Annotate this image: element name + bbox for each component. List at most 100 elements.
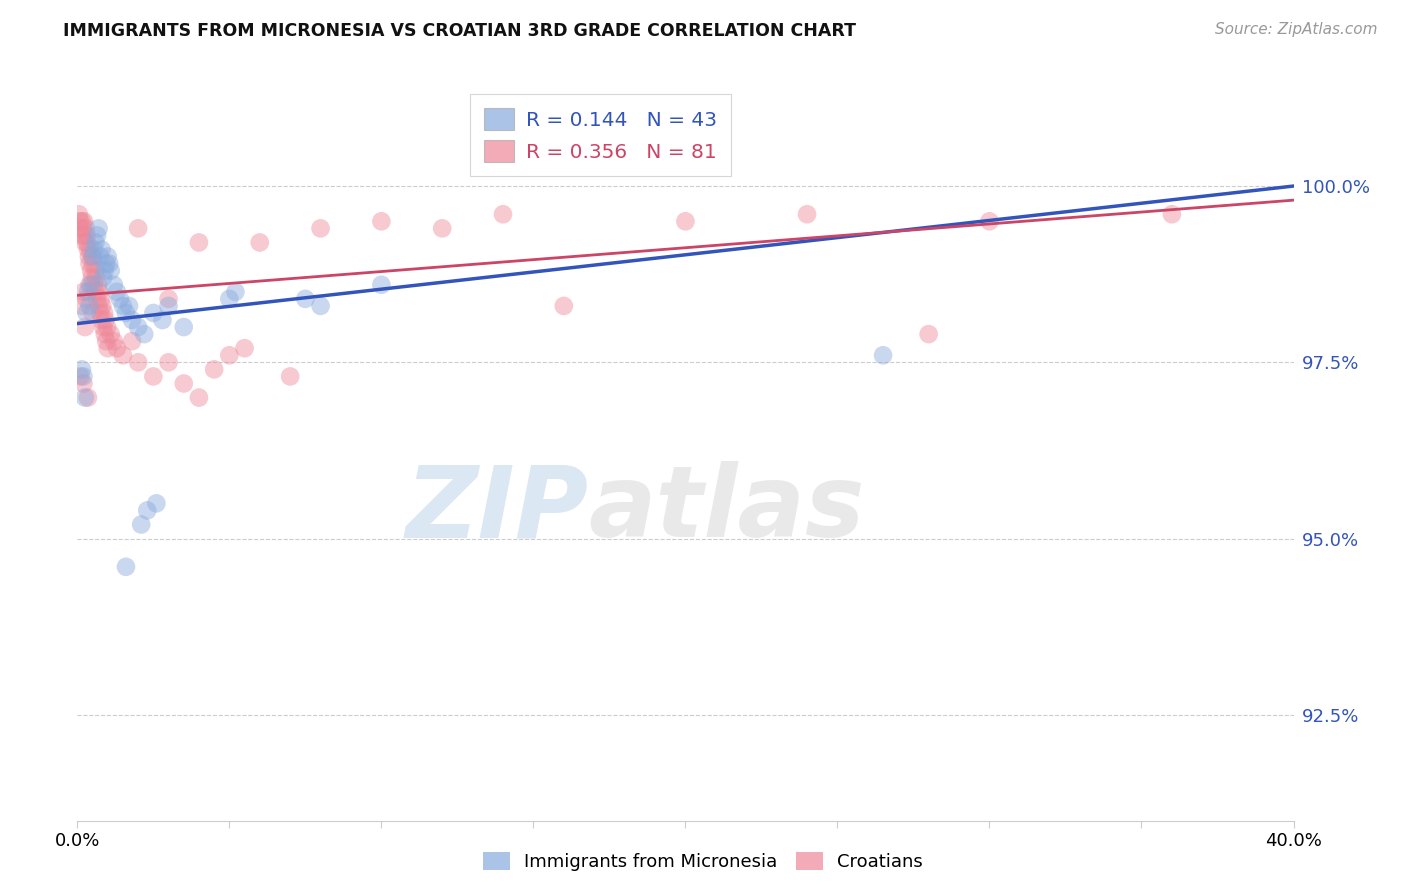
Point (73, 320, 96, 334)
Point (142, 306, 165, 320)
Point (152, 313, 174, 327)
Point (90, 292, 112, 306)
Point (82, 250, 104, 264)
Point (370, 277, 392, 292)
Point (145, 496, 167, 510)
Point (108, 292, 131, 306)
Point (188, 235, 211, 250)
Point (127, 221, 149, 235)
Point (129, 517, 152, 532)
Point (294, 292, 316, 306)
Legend: R = 0.144   N = 43, R = 0.356   N = 81: R = 0.144 N = 43, R = 0.356 N = 81 (470, 94, 731, 177)
Point (370, 214, 392, 228)
Point (134, 327, 156, 342)
Point (93, 327, 115, 342)
Point (121, 334, 143, 348)
Point (1161, 207, 1184, 221)
Point (82, 250, 104, 264)
Point (97, 341, 120, 355)
Point (80, 263, 103, 277)
Point (73, 214, 96, 228)
Point (233, 341, 256, 355)
Point (93, 306, 115, 320)
Point (103, 277, 125, 292)
Point (75, 292, 97, 306)
Point (75, 306, 97, 320)
Text: Source: ZipAtlas.com: Source: ZipAtlas.com (1215, 22, 1378, 37)
Point (218, 348, 240, 362)
Point (77, 391, 100, 405)
Point (89, 306, 111, 320)
Point (69, 214, 91, 228)
Point (111, 299, 134, 313)
Point (173, 320, 195, 334)
Point (77, 285, 100, 299)
Point (91, 299, 114, 313)
Point (84, 285, 107, 299)
Point (96, 257, 118, 271)
Point (278, 369, 301, 384)
Legend: Immigrants from Micronesia, Croatians: Immigrants from Micronesia, Croatians (475, 846, 931, 879)
Point (89, 250, 111, 264)
Point (492, 207, 515, 221)
Point (73, 235, 96, 250)
Point (309, 299, 332, 313)
Point (157, 299, 180, 313)
Text: atlas: atlas (588, 461, 865, 558)
Point (70, 228, 93, 243)
Point (136, 503, 159, 517)
Point (90, 243, 112, 257)
Point (86, 292, 108, 306)
Point (70, 299, 93, 313)
Point (309, 221, 332, 235)
Point (218, 292, 240, 306)
Point (87, 221, 110, 235)
Point (80, 277, 103, 292)
Point (73, 391, 96, 405)
Point (86, 228, 108, 243)
Point (79, 299, 101, 313)
Point (84, 270, 107, 285)
Point (82, 306, 104, 320)
Point (202, 362, 225, 376)
Point (100, 327, 122, 342)
Point (675, 214, 697, 228)
Point (872, 348, 894, 362)
Point (96, 320, 118, 334)
Point (100, 263, 122, 277)
Point (97, 250, 120, 264)
Point (79, 277, 101, 292)
Point (105, 285, 128, 299)
Text: IMMIGRANTS FROM MICRONESIA VS CROATIAN 3RD GRADE CORRELATION CHART: IMMIGRANTS FROM MICRONESIA VS CROATIAN 3… (63, 22, 856, 40)
Point (89, 285, 111, 299)
Point (84, 235, 107, 250)
Point (224, 285, 246, 299)
Point (430, 221, 453, 235)
Point (105, 341, 128, 355)
Point (115, 559, 138, 574)
Point (118, 299, 141, 313)
Point (796, 207, 818, 221)
Point (80, 270, 103, 285)
Point (115, 306, 138, 320)
Point (75, 228, 97, 243)
Point (83, 277, 105, 292)
Point (72, 221, 94, 235)
Point (72, 285, 94, 299)
Point (127, 355, 149, 369)
Point (91, 320, 114, 334)
Point (79, 257, 101, 271)
Point (173, 376, 195, 391)
Point (87, 299, 110, 313)
Point (70, 362, 93, 376)
Point (67, 207, 90, 221)
Point (79, 243, 101, 257)
Point (83, 243, 105, 257)
Point (103, 334, 125, 348)
Point (69, 221, 91, 235)
Point (249, 235, 271, 250)
Point (93, 263, 115, 277)
Point (77, 243, 100, 257)
Point (96, 334, 118, 348)
Point (72, 369, 94, 384)
